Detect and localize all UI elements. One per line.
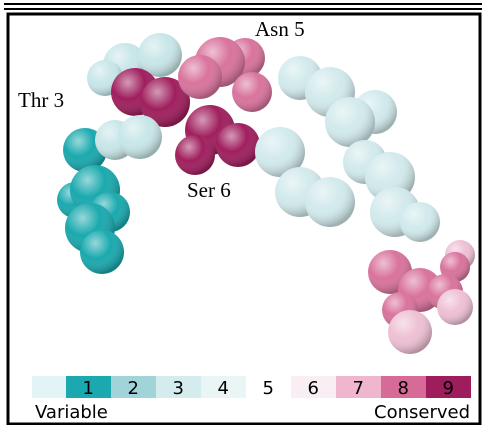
scale-left: Variable [35, 402, 108, 423]
scale-key: 4 [218, 378, 229, 399]
atom-shade [437, 289, 473, 325]
scale-right: Conserved [374, 402, 470, 423]
atom-shade [325, 97, 375, 147]
residue-label: Thr 3 [18, 88, 64, 112]
scale-key: 5 [263, 378, 274, 399]
atom-shade [118, 115, 162, 159]
scale-key: 3 [173, 378, 184, 399]
scale-key: 9 [443, 378, 454, 399]
scale-key: 1 [83, 378, 94, 399]
scale-key: 7 [353, 378, 364, 399]
atom-shade [80, 230, 124, 274]
scale-key: 8 [398, 378, 409, 399]
atom-shade [178, 55, 222, 99]
figure: Asn 5 Thr 3 Ser 6 1 2 3 4 5 6 7 8 9 Variable Con… [0, 0, 486, 425]
atom-shade [388, 310, 432, 354]
residue-label: Ser 6 [187, 178, 231, 202]
atom-shade [305, 177, 355, 227]
scale-key: 6 [308, 378, 319, 399]
scale-key: 2 [128, 378, 139, 399]
color-scale: 1 2 3 4 5 6 7 8 9 [66, 376, 471, 399]
scale-strip [32, 376, 66, 398]
atom-shade [175, 135, 215, 175]
atom-shade [216, 123, 260, 167]
atom-shade [232, 72, 272, 112]
residue-label: Asn 5 [255, 17, 305, 41]
atom-shade [400, 202, 440, 242]
